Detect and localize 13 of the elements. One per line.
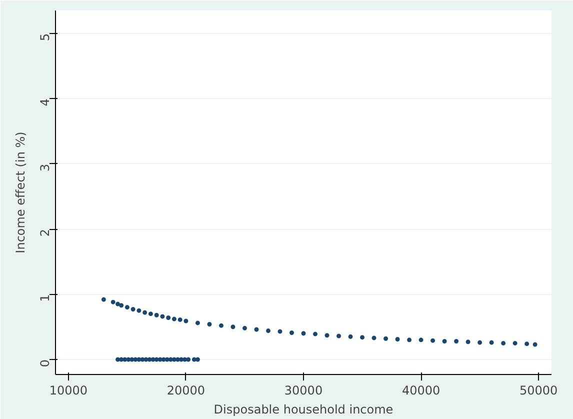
x-tick-label: 30000	[284, 384, 323, 398]
y-tick-label: 1	[38, 294, 52, 302]
y-tick-label: 3	[38, 164, 52, 172]
x-axis-title: Disposable household income	[214, 402, 394, 416]
y-axis-title: Income effect (in %)	[14, 132, 28, 254]
y-tick-label: 4	[38, 98, 52, 106]
x-tick-label: 10000	[49, 384, 88, 398]
x-tick-label: 50000	[519, 384, 558, 398]
y-tick-label: 5	[38, 33, 52, 41]
x-tick-label: 40000	[402, 384, 440, 398]
x-tick-label: 20000	[166, 384, 206, 398]
y-tick-label: 0	[38, 359, 52, 368]
y-tick-label: 2	[38, 229, 52, 237]
